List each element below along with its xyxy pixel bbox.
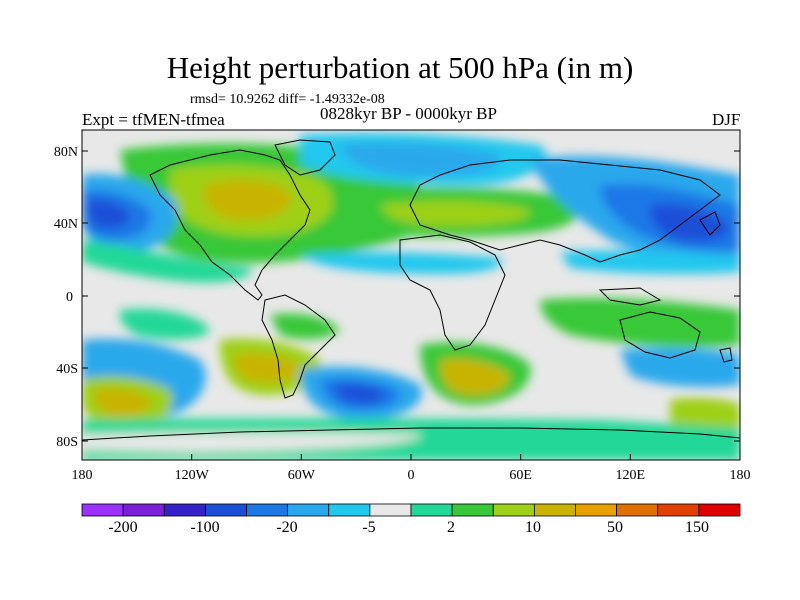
experiment-label: Expt = tfMEN-tfmea xyxy=(82,110,225,129)
period-label: 0828kyr BP - 0000kyr BP xyxy=(320,104,497,123)
colorbar-swatch xyxy=(533,503,576,517)
x-tick-label: 0 xyxy=(408,468,415,483)
x-tick-label: 180 xyxy=(730,468,751,483)
coastlines xyxy=(82,139,740,441)
stats-text: rmsd= 10.9262 diff= -1.49332e-08 xyxy=(190,92,385,107)
page-title: Height perturbation at 500 hPa (in m) xyxy=(166,50,634,85)
colorbar-swatch xyxy=(163,503,206,517)
y-tick-label: 0 xyxy=(66,290,73,305)
colorbar-label: 10 xyxy=(525,519,541,536)
colorbar-swatch xyxy=(410,503,453,517)
x-tick-label: 120W xyxy=(175,468,210,483)
colorbar-label: -5 xyxy=(362,519,375,536)
colorbar-swatch xyxy=(657,503,700,517)
colorbar-swatch xyxy=(81,503,124,517)
contour-field xyxy=(82,130,740,460)
x-tick-label: 120E xyxy=(616,468,646,483)
colorbar-swatch xyxy=(492,503,535,517)
colorbar-swatch xyxy=(328,503,371,517)
y-tick-label: 80S xyxy=(56,435,78,450)
y-tick-label: 40N xyxy=(54,217,78,232)
colorbar-swatch xyxy=(287,503,330,517)
season-label: DJF xyxy=(712,110,741,129)
colorbar xyxy=(81,503,741,517)
colorbar-label: -20 xyxy=(276,519,297,536)
colorbar-swatch xyxy=(204,503,247,517)
colorbar-swatch xyxy=(246,503,289,517)
colorbar-swatch xyxy=(451,503,494,517)
y-tick-label: 40S xyxy=(56,362,78,377)
colorbar-label: 2 xyxy=(447,519,455,536)
colorbar-swatch xyxy=(616,503,659,517)
colorbar-label: 50 xyxy=(607,519,623,536)
x-tick-labels: 180 120W 60W 0 60E 120E 180 xyxy=(72,468,751,483)
x-tick-label: 60W xyxy=(288,468,316,483)
y-tick-label: 80N xyxy=(54,145,78,160)
colorbar-swatch xyxy=(122,503,165,517)
colorbar-label: 150 xyxy=(685,519,709,536)
colorbar-swatch xyxy=(575,503,618,517)
colorbar-label: -200 xyxy=(108,519,137,536)
colorbar-swatch xyxy=(369,503,412,517)
colorbar-labels: -200 -100 -20 -5 2 10 50 150 xyxy=(108,519,709,536)
colorbar-label: -100 xyxy=(190,519,219,536)
y-tick-labels: 80N 40N 0 40S 80S xyxy=(54,145,78,450)
x-tick-label: 60E xyxy=(509,468,532,483)
colorbar-swatch xyxy=(698,503,741,517)
x-tick-label: 180 xyxy=(72,468,93,483)
